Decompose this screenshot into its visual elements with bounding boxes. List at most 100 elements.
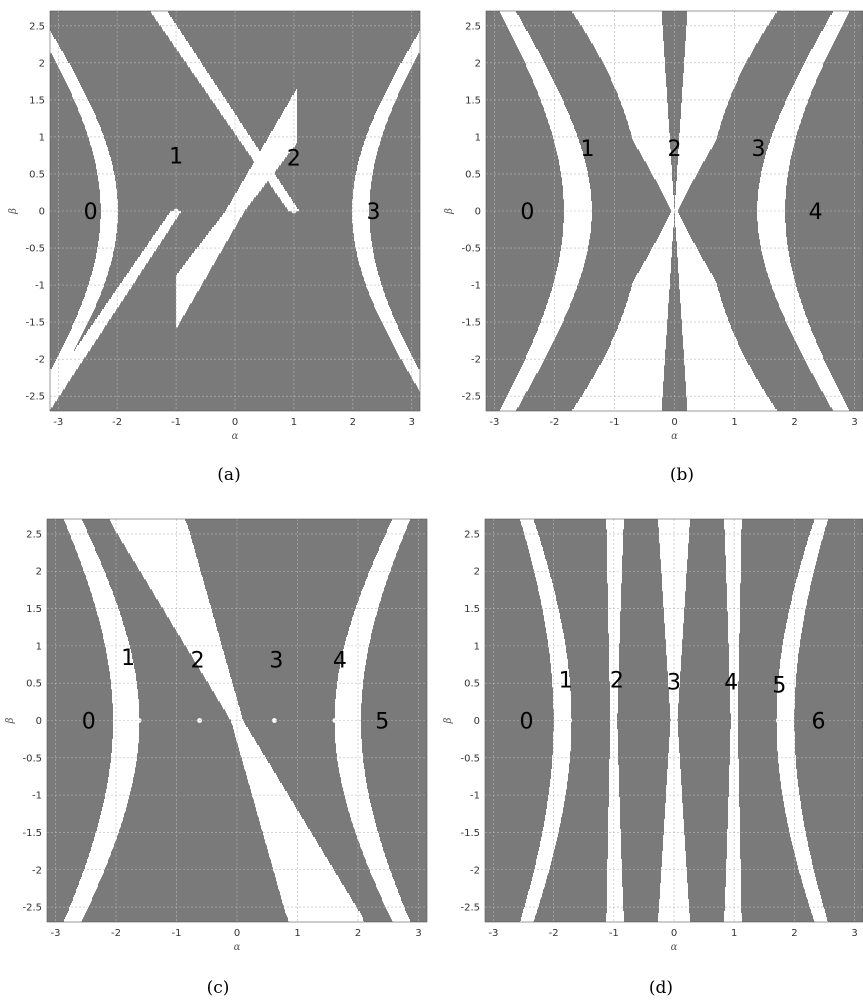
- allowed-run: [101, 213, 118, 216]
- allowed-run: [95, 161, 112, 164]
- allowed-run: [683, 343, 738, 346]
- allowed-run: [767, 271, 793, 274]
- allowed-run: [367, 863, 388, 866]
- allowed-run: [682, 319, 728, 322]
- x-axis-label: α: [232, 431, 239, 442]
- allowed-run: [554, 715, 571, 718]
- allowed-run: [336, 697, 362, 700]
- allowed-run: [796, 79, 816, 82]
- allowed-run: [335, 707, 361, 710]
- allowed-run: [90, 279, 106, 282]
- allowed-run: [371, 873, 392, 876]
- allowed-run: [280, 197, 291, 200]
- x-tick-label: 2: [791, 928, 797, 939]
- allowed-run: [137, 565, 199, 568]
- allowed-run: [724, 911, 741, 914]
- allowed-run: [85, 125, 100, 128]
- allowed-run: [544, 313, 566, 316]
- allowed-run: [550, 295, 574, 298]
- allowed-run: [824, 27, 841, 30]
- allowed-run: [640, 269, 671, 272]
- allowed-run: [802, 67, 822, 70]
- allowed-run: [375, 113, 390, 116]
- allowed-run: [686, 383, 760, 386]
- allowed-run: [726, 881, 741, 884]
- allowed-run: [683, 75, 739, 78]
- allowed-run: [681, 313, 726, 316]
- allowed-run: [204, 87, 218, 90]
- allowed-run: [367, 287, 383, 290]
- allowed-run: [682, 87, 734, 90]
- allowed-run: [197, 663, 227, 666]
- allowed-run: [350, 815, 374, 818]
- allowed-run: [361, 269, 377, 272]
- allowed-run: [399, 65, 412, 68]
- allowed-run: [176, 315, 183, 318]
- y-tick-label: -1: [35, 281, 45, 292]
- allowed-run: [684, 349, 741, 352]
- allowed-run: [559, 159, 585, 162]
- allowed-run: [526, 539, 540, 542]
- allowed-run: [815, 377, 833, 380]
- allowed-run: [554, 279, 579, 282]
- allowed-run: [282, 201, 293, 204]
- allowed-run: [676, 189, 688, 192]
- allowed-run: [93, 269, 109, 272]
- allowed-run: [725, 889, 741, 892]
- allowed-run: [727, 829, 740, 832]
- allowed-run: [770, 281, 795, 284]
- allowed-run: [152, 589, 206, 592]
- allowed-run: [71, 903, 90, 906]
- panel-2: -3 -2 -1 0 1 2 32.521.510.50-0.5-1-1.5-2-2.5αβ…: [5, 518, 428, 998]
- allowed-run: [335, 711, 361, 714]
- allowed-run: [788, 325, 810, 328]
- allowed-run: [803, 355, 823, 358]
- allowed-run: [534, 337, 555, 340]
- allowed-run: [127, 273, 140, 276]
- allowed-run: [788, 615, 804, 618]
- allowed-run: [77, 551, 96, 554]
- allowed-run: [608, 857, 621, 860]
- allowed-run: [337, 687, 363, 690]
- allowed-run: [680, 301, 722, 304]
- allowed-run: [158, 229, 169, 232]
- allowed-run: [607, 863, 622, 866]
- allowed-run: [687, 21, 770, 24]
- allowed-run: [605, 65, 665, 68]
- allowed-run: [550, 653, 567, 656]
- allowed-run: [50, 375, 72, 378]
- allowed-run: [809, 903, 823, 906]
- allowed-run: [801, 875, 815, 878]
- allowed-run: [555, 275, 581, 278]
- allowed-run: [59, 353, 87, 356]
- allowed-run: [660, 889, 688, 892]
- allowed-run: [525, 61, 544, 64]
- allowed-run: [358, 257, 374, 260]
- allowed-run: [724, 523, 742, 526]
- allowed-run: [666, 789, 682, 792]
- allowed-run: [681, 309, 725, 312]
- allowed-run: [364, 279, 380, 282]
- x-tick-label: -3: [53, 417, 63, 428]
- allowed-run: [365, 583, 386, 586]
- allowed-run: [72, 93, 85, 96]
- allowed-run: [727, 603, 740, 606]
- allowed-run: [811, 371, 830, 374]
- allowed-run: [558, 263, 584, 266]
- allowed-run: [758, 229, 786, 232]
- allowed-run: [791, 839, 807, 842]
- allowed-run: [574, 407, 662, 410]
- allowed-run: [369, 127, 385, 130]
- allowed-run: [73, 897, 92, 900]
- allowed-run: [727, 601, 740, 604]
- allowed-run: [553, 689, 570, 692]
- allowed-run: [156, 231, 168, 234]
- allowed-run: [227, 207, 247, 210]
- allowed-run: [778, 755, 796, 758]
- allowed-run: [80, 307, 95, 310]
- allowed-run: [646, 259, 671, 262]
- allowed-run: [536, 577, 551, 580]
- allowed-run: [243, 763, 270, 766]
- allowed-run: [683, 347, 740, 350]
- allowed-run: [786, 99, 808, 102]
